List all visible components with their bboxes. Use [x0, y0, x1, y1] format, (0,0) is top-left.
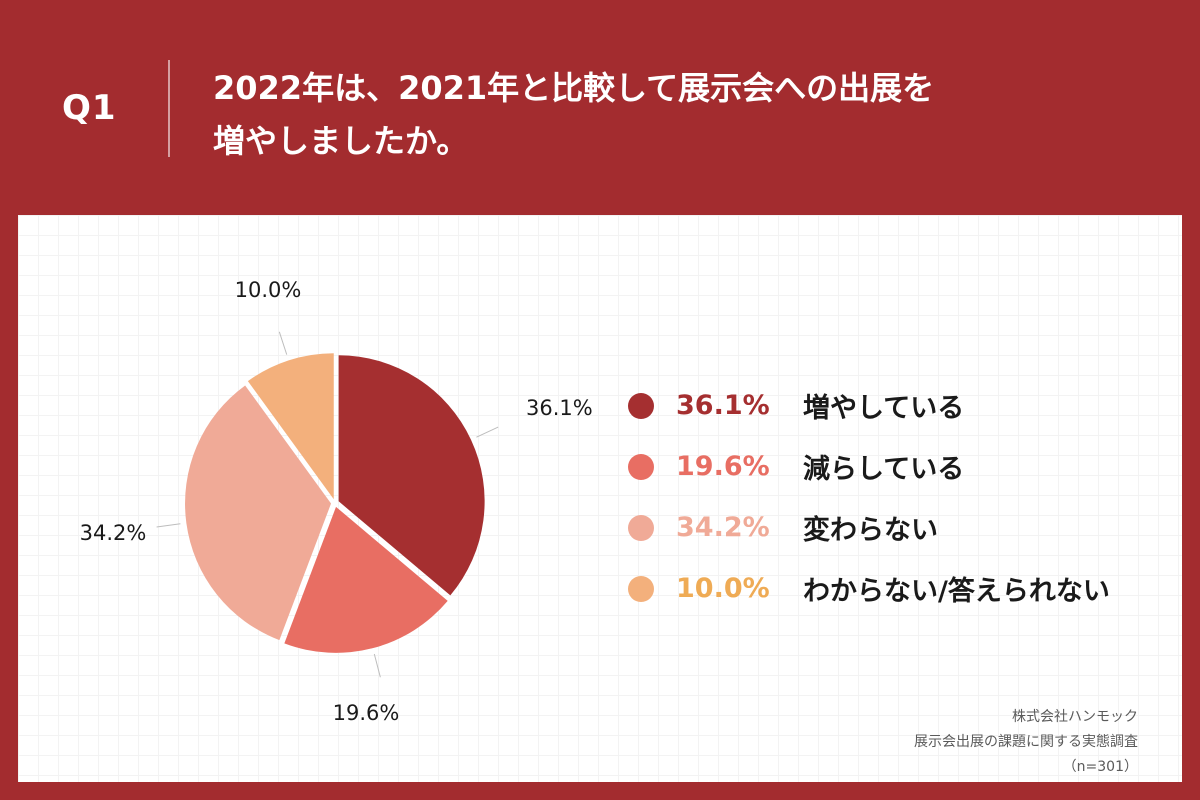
legend-label: 増やしている [803, 393, 965, 424]
pie-slice [284, 506, 448, 653]
question-line-1: 2022年は、2021年と比較して展示会への出展を [213, 69, 935, 107]
legend-label: わからない/答えられない [803, 576, 1110, 607]
legend-dot [628, 575, 654, 602]
pie-data-label: 10.0% [235, 278, 302, 302]
legend-dot [628, 392, 654, 419]
legend-item: 10.0% わからない/答えられない [628, 558, 1110, 619]
source-sample: （n=301） [1062, 759, 1138, 775]
pie-data-label: 36.1% [526, 396, 593, 420]
pie-slice [247, 353, 334, 500]
pie-slice [185, 385, 332, 641]
legend-percent: 36.1% [676, 390, 770, 421]
pie-chart: 36.1% 19.6% 34.2% 10.0% [80, 278, 593, 725]
pie-slice [338, 355, 485, 596]
legend-percent: 34.2% [676, 512, 770, 543]
chart-panel: 36.1% 19.6% 34.2% 10.0% 36.1% 増やしている 19.6% … [18, 215, 1182, 782]
question-number: Q1 [62, 88, 117, 128]
question-title: 2022年は、2021年と比較して展示会への出展を 増やしましたか。 [213, 62, 1113, 168]
legend: 36.1% 増やしている 19.6% 減らしている 34.2% 変わらない 10… [628, 375, 1110, 619]
legend-item: 19.6% 減らしている [628, 436, 1110, 497]
legend-percent: 10.0% [676, 573, 770, 604]
legend-percent: 19.6% [676, 451, 770, 482]
pie-leader-line [278, 331, 288, 355]
legend-item: 34.2% 変わらない [628, 497, 1110, 558]
pie-leader-line [156, 523, 181, 528]
legend-item: 36.1% 増やしている [628, 375, 1110, 436]
source-survey: 展示会出展の課題に関する実態調査 [914, 734, 1138, 750]
pie-data-label: 34.2% [80, 521, 147, 545]
pie-data-label: 19.6% [333, 701, 400, 725]
question-line-2: 増やしましたか。 [213, 122, 469, 160]
pie-leader-line [476, 426, 499, 438]
header: Q1 2022年は、2021年と比較して展示会への出展を 増やしましたか。 [0, 0, 1200, 215]
header-divider [168, 60, 170, 157]
legend-dot [628, 514, 654, 541]
source-company: 株式会社ハンモック [1012, 709, 1138, 725]
legend-dot [628, 453, 654, 480]
source-note: 株式会社ハンモック 展示会出展の課題に関する実態調査 （n=301） [914, 705, 1138, 780]
legend-label: 減らしている [803, 454, 965, 485]
legend-label: 変わらない [803, 515, 938, 546]
pie-leader-line [373, 653, 381, 678]
